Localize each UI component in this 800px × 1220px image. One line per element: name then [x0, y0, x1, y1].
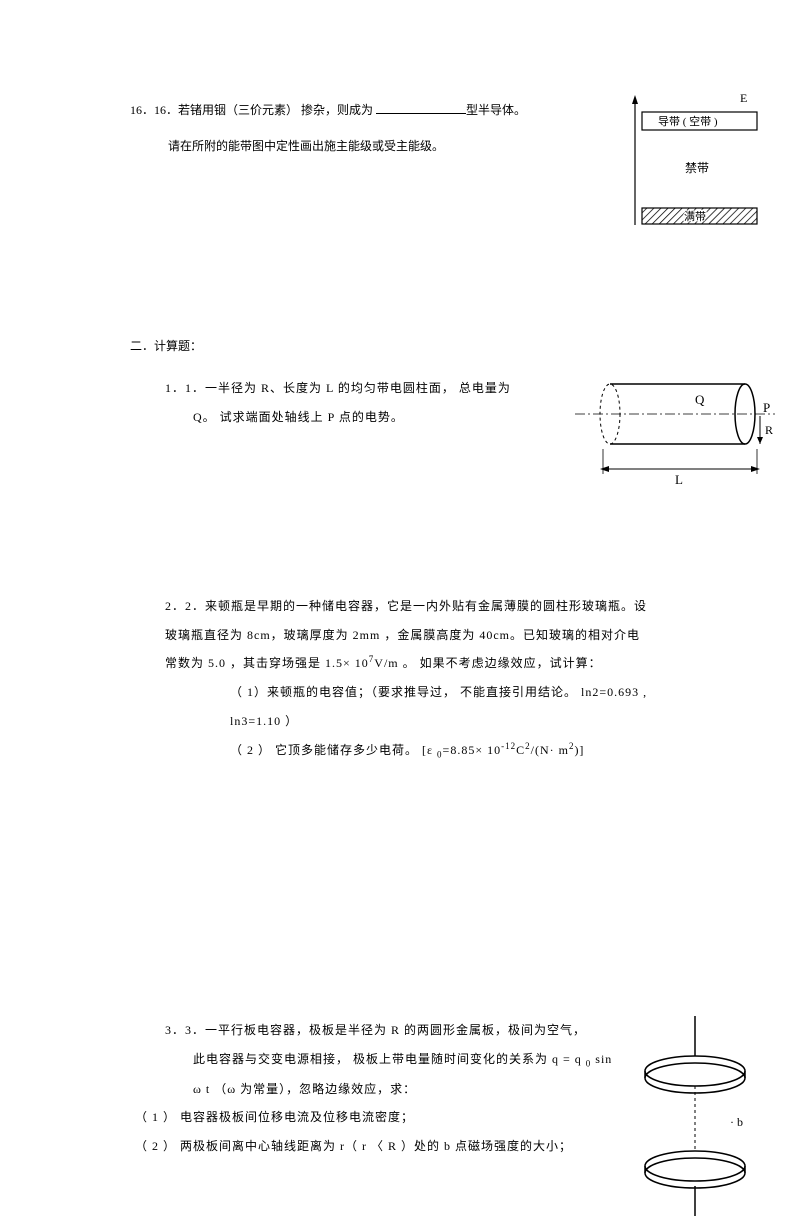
q3-line3: ω t （ω 为常量），忽略边缘效应，求： — [193, 1075, 670, 1104]
question-2: 2．2．来顿瓶是早期的一种储电容器，它是一内外贴有金属薄膜的圆柱形玻璃瓶。设 玻… — [165, 592, 670, 766]
e-label: E — [740, 91, 747, 105]
q3-sub1: （ 1 ） 电容器极板间位移电流及位移电流密度； — [135, 1103, 670, 1132]
capacitor-diagram: · b — [630, 1016, 760, 1216]
valence-label: 满带 — [684, 210, 706, 223]
q3-sub2: （ 2 ） 两极板间离中心轴线距离为 r（ r 〈 R ）处的 b 点磁场强度的… — [135, 1132, 670, 1161]
b-label: · b — [730, 1115, 743, 1129]
conduction-label: 导带 ( 空带 ) — [658, 114, 718, 128]
q2-line2: 玻璃瓶直径为 8cm，玻璃厚度为 2mm ，金属膜高度为 40cm。已知玻璃的相… — [165, 621, 670, 650]
question-16: 16．16．若锗用铟（三价元素） 掺杂，则成为 型半导体。 请在所附的能带图中定… — [130, 100, 670, 157]
q2-line1: 来顿瓶是早期的一种储电容器，它是一内外贴有金属薄膜的圆柱形玻璃瓶。设 — [205, 599, 647, 613]
q2-sub2: （ 2 ） 它顶多能储存多少电荷。 [ε 0=8.85× 10-12C2/(N·… — [230, 736, 670, 766]
q16-label: 16．16． — [130, 103, 178, 117]
q3-label: 3．3． — [165, 1023, 205, 1037]
q16-text1a: 若锗用铟（三价元素） 掺杂，则成为 — [178, 103, 376, 117]
blank-fill — [376, 101, 466, 114]
question-3: 3．3．一平行板电容器，极板是半径为 R 的两圆形金属板，极间为空气， 此电容器… — [165, 1016, 670, 1161]
q2-label: 2．2． — [165, 599, 205, 613]
band-diagram: E 导带 ( 空带 ) 禁带 满带 — [630, 90, 760, 230]
r-label: R — [765, 423, 773, 437]
gap-label: 禁带 — [685, 161, 709, 175]
q3-line2: 此电容器与交变电源相接， 极板上带电量随时间变化的关系为 q = q 0 sin — [193, 1045, 670, 1075]
q3-line1: 一平行板电容器，极板是半径为 R 的两圆形金属板，极间为空气， — [205, 1023, 586, 1037]
p-label: P — [763, 400, 770, 415]
cylinder-diagram: Q P R L — [575, 364, 775, 494]
q16-line1: 16．16．若锗用铟（三价元素） 掺杂，则成为 型半导体。 — [130, 100, 670, 122]
q2-sub1: （ 1）来顿瓶的电容值；（要求推导过， 不能直接引用结论。 ln2=0.693 … — [230, 678, 670, 736]
q16-text1b: 型半导体。 — [466, 103, 526, 117]
l-label: L — [675, 472, 683, 487]
q1-line1: 一半径为 R、长度为 L 的均匀带电圆柱面， 总电量为 — [205, 381, 511, 395]
q1-label: 1．1． — [165, 381, 205, 395]
q-label: Q — [695, 392, 705, 407]
q2-line3: 常数为 5.0 ，其击穿场强是 1.5× 107V/m 。 如果不考虑边缘效应，… — [165, 649, 670, 678]
question-1: 1．1．一半径为 R、长度为 L 的均匀带电圆柱面， 总电量为 Q。 试求端面处… — [165, 374, 670, 432]
section-2-title: 二．计算题： — [130, 337, 670, 354]
q16-line2: 请在所附的能带图中定性画出施主能级或受主能级。 — [168, 136, 670, 158]
